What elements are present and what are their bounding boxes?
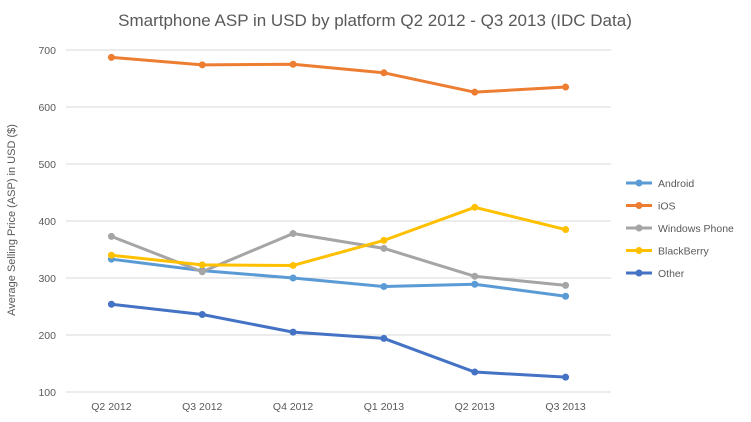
data-point-windows-phone — [198, 268, 206, 276]
legend-item-windows-phone: Windows Phone — [626, 223, 734, 235]
series-line-android — [109, 257, 568, 298]
legend-marker — [635, 179, 643, 187]
y-axis-label: Average Selling Price (ASP) in USD ($) — [6, 124, 18, 316]
x-tick-label: Q3 2012 — [182, 401, 222, 413]
legend: Android iOS Windows Phone BlackBerry Other — [626, 178, 734, 280]
legend-marker — [635, 247, 643, 254]
series-line-windows-phone — [109, 232, 568, 287]
y-tick-label: 200 — [38, 330, 56, 342]
y-axis-ticks: 100 200 300 400 500 600 700 — [38, 45, 56, 399]
series-blackberry — [107, 203, 570, 269]
legend-item-other: Other — [626, 268, 685, 280]
data-point-windows-phone — [380, 244, 388, 252]
data-point-other — [471, 368, 479, 376]
data-point-ios — [380, 69, 388, 77]
x-tick-label: Q3 2013 — [545, 401, 585, 413]
series-line-ios — [109, 55, 568, 94]
y-tick-label: 300 — [38, 273, 56, 285]
data-point-blackberry — [107, 251, 115, 259]
data-point-windows-phone — [471, 272, 479, 280]
series-lines — [107, 53, 570, 381]
y-tick-label: 500 — [38, 159, 56, 171]
data-point-other — [562, 373, 570, 381]
data-point-blackberry — [562, 226, 570, 234]
series-other — [107, 300, 570, 381]
data-point-ios — [107, 53, 115, 61]
y-tick-label: 700 — [38, 45, 56, 57]
legend-item-ios: iOS — [626, 201, 676, 213]
data-point-blackberry — [198, 261, 206, 269]
legend-label: iOS — [658, 201, 676, 213]
legend-marker — [635, 202, 643, 209]
data-point-other — [107, 300, 115, 308]
x-axis-ticks: Q2 2012 Q3 2012 Q4 2012 Q1 2013 Q2 2013 Q3 20… — [91, 401, 586, 413]
x-tick-label: Q2 2013 — [455, 401, 495, 413]
legend-item-blackberry: BlackBerry — [626, 246, 710, 258]
legend-label: BlackBerry — [658, 246, 710, 258]
data-point-android — [289, 274, 297, 282]
y-tick-label: 400 — [38, 216, 56, 228]
y-tick-label: 600 — [38, 102, 56, 114]
series-line-blackberry — [109, 205, 568, 267]
legend-item-android: Android — [626, 178, 694, 190]
data-point-ios — [471, 88, 479, 96]
series-line-other — [109, 302, 568, 379]
data-point-other — [289, 328, 297, 336]
data-point-ios — [289, 60, 297, 68]
data-point-windows-phone — [289, 230, 297, 238]
series-windows-phone — [107, 230, 570, 289]
data-point-other — [198, 310, 206, 318]
data-point-windows-phone — [107, 232, 115, 240]
legend-marker — [635, 269, 643, 277]
legend-label: Windows Phone — [658, 223, 734, 235]
series-ios — [107, 53, 570, 96]
chart-title: Smartphone ASP in USD by platform Q2 201… — [118, 11, 632, 30]
data-point-android — [562, 292, 570, 300]
data-point-ios — [562, 83, 570, 91]
data-point-blackberry — [471, 203, 479, 211]
y-tick-label: 100 — [38, 387, 56, 399]
x-tick-label: Q1 2013 — [364, 401, 404, 413]
data-point-windows-phone — [562, 281, 570, 289]
data-point-android — [380, 283, 388, 291]
gridlines — [66, 49, 611, 393]
data-point-blackberry — [289, 261, 297, 269]
data-point-ios — [198, 61, 206, 69]
x-tick-label: Q4 2012 — [273, 401, 313, 413]
legend-label: Android — [658, 178, 694, 190]
data-point-other — [380, 334, 388, 342]
legend-marker — [635, 224, 643, 232]
legend-label: Other — [658, 268, 685, 280]
data-point-blackberry — [380, 236, 388, 244]
x-tick-label: Q2 2012 — [91, 401, 131, 413]
data-point-android — [471, 280, 479, 288]
